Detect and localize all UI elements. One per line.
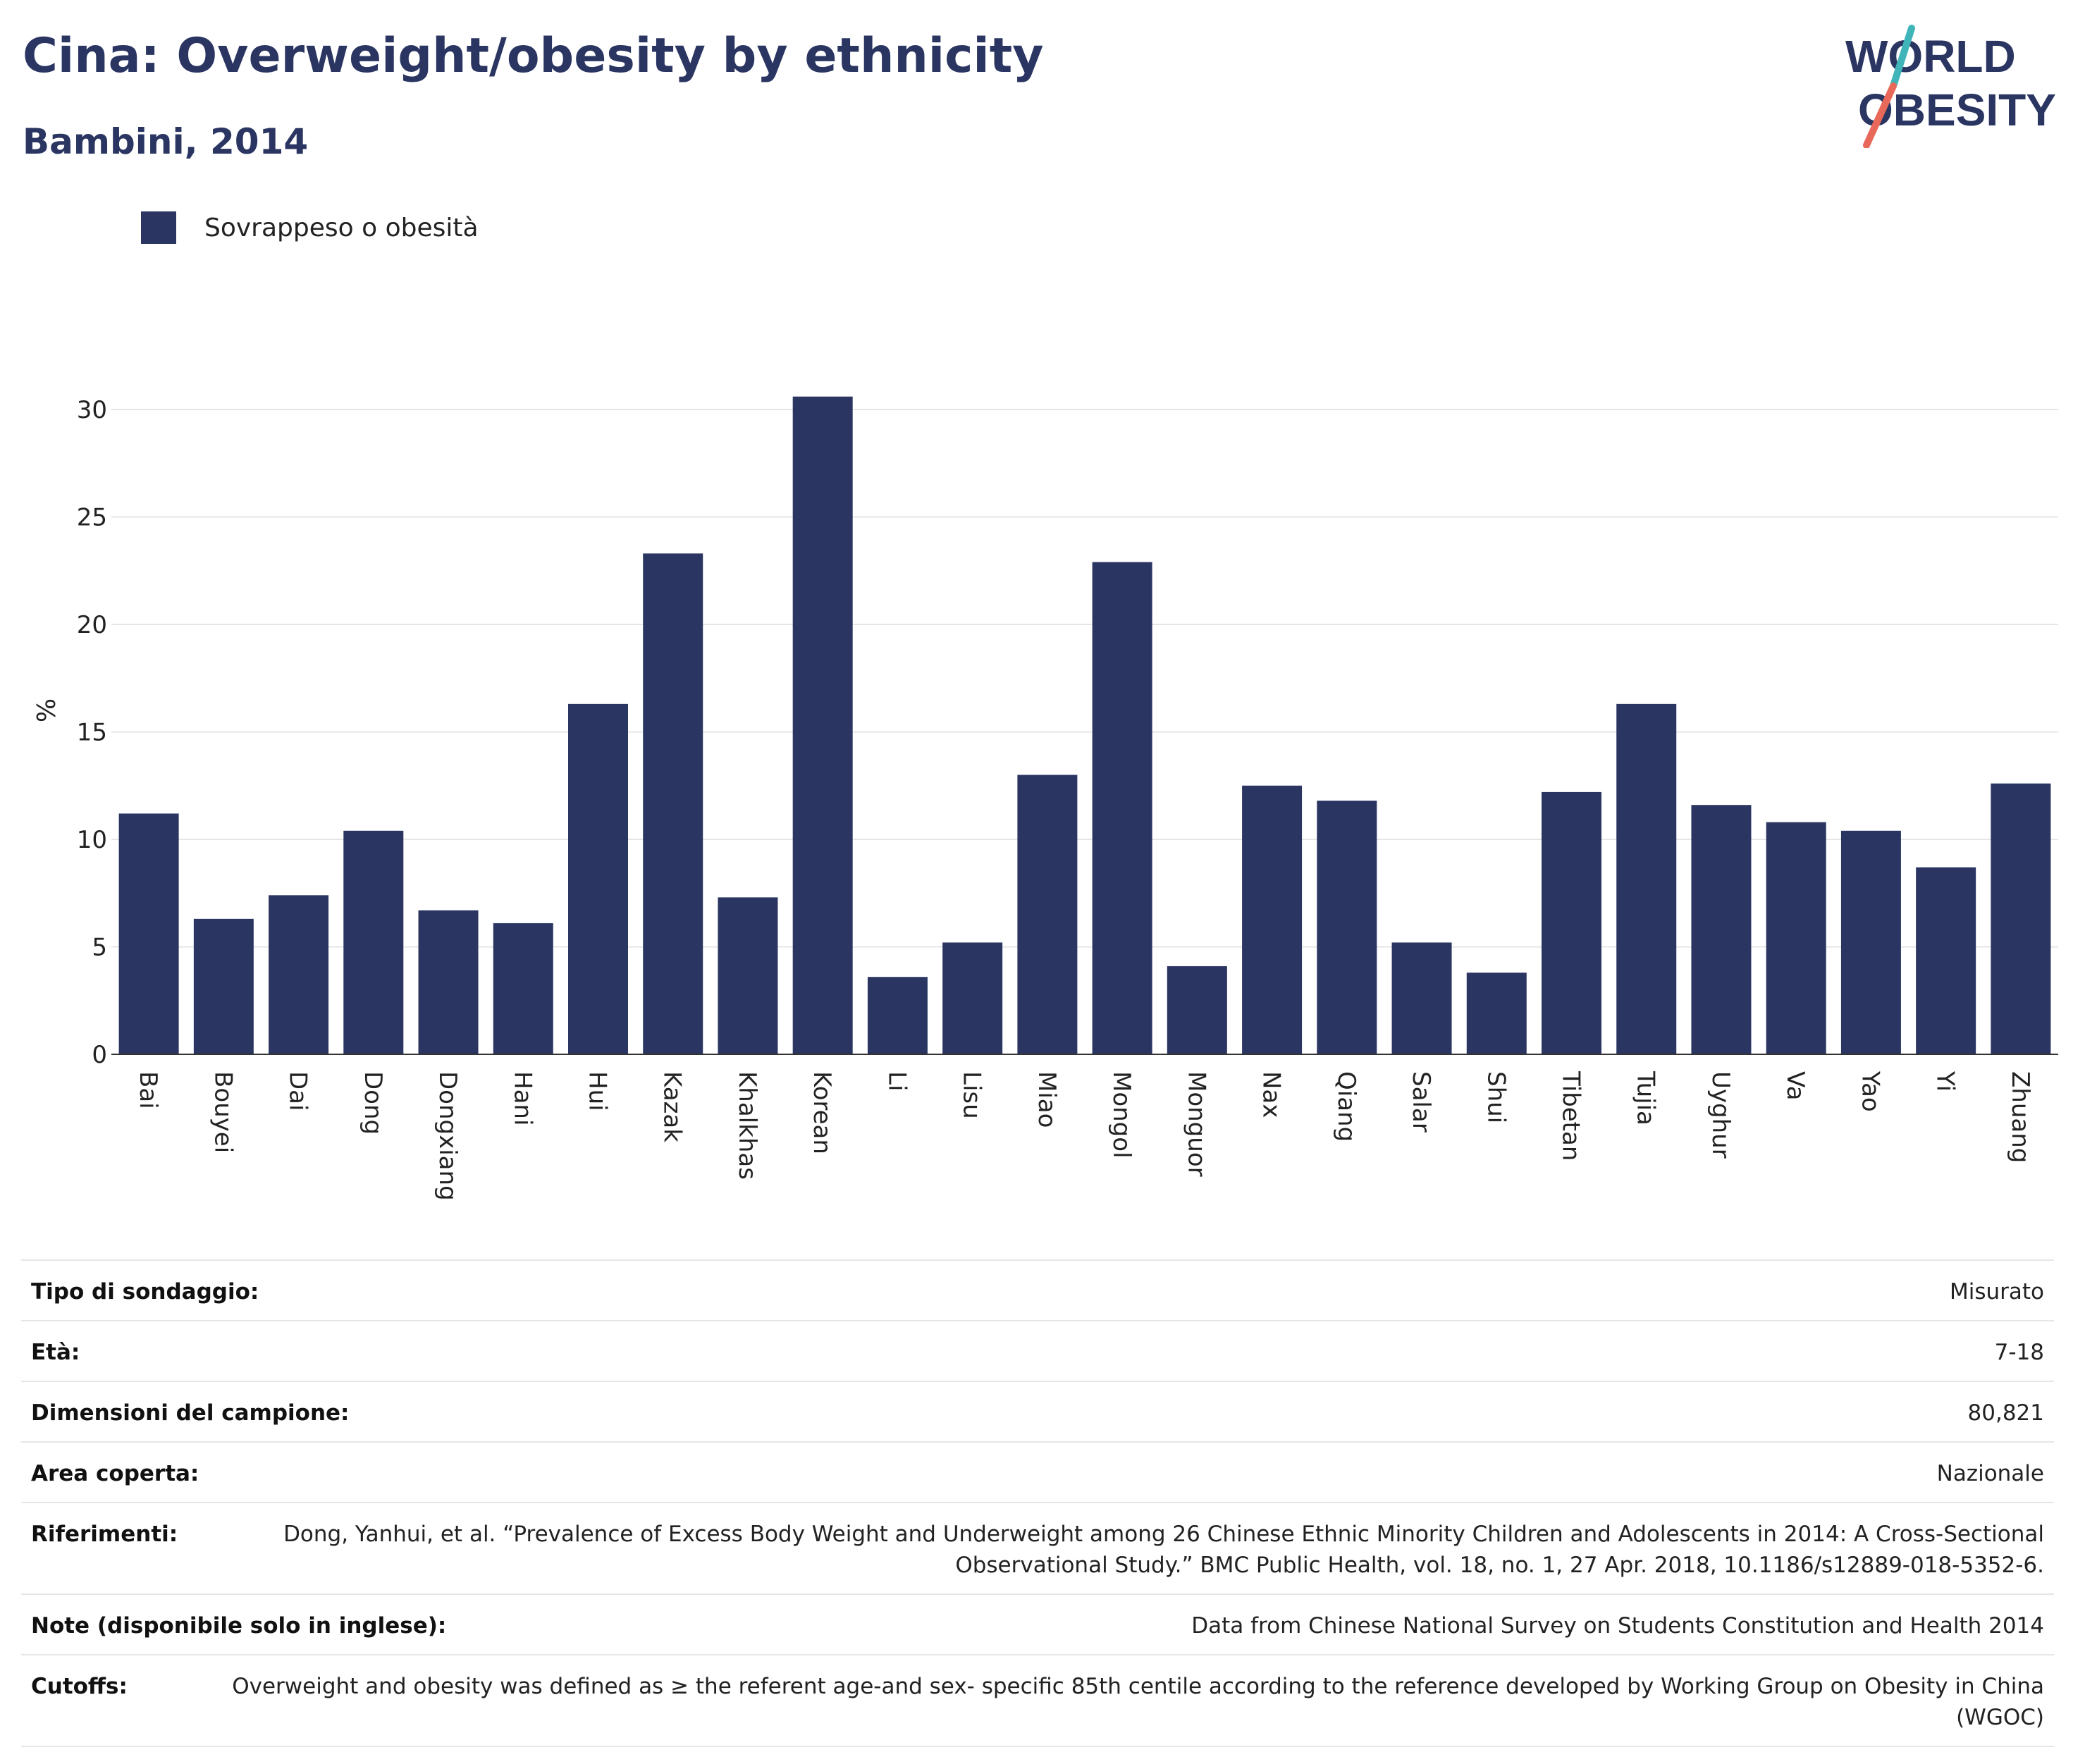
y-tick-label: 0: [92, 1041, 107, 1069]
x-tick-label-salar: Salar: [1407, 1071, 1435, 1133]
info-key: Tipo di sondaggio:: [31, 1279, 259, 1305]
x-tick-label-li: Li: [882, 1071, 911, 1091]
x-tick-label-tujia: Tujia: [1632, 1071, 1660, 1125]
bar-zhuang[interactable]: [1991, 783, 2051, 1054]
info-row: Età: 7-18: [21, 1321, 2054, 1382]
bar-dai[interactable]: [269, 895, 329, 1054]
chart-title: Cina: Overweight/obesity by ethnicity: [23, 28, 1044, 84]
info-key: Dimensioni del campione:: [31, 1400, 350, 1426]
y-tick-label: 10: [77, 826, 107, 854]
info-row: Tipo di sondaggio: Misurato: [21, 1261, 2054, 1321]
bar-yi[interactable]: [1916, 867, 1976, 1054]
bar-uyghur[interactable]: [1691, 805, 1752, 1054]
bar-li[interactable]: [867, 977, 928, 1054]
info-row: Area coperta: Nazionale: [21, 1443, 2054, 1503]
x-tick-label-dongxiang: Dongxiang: [433, 1071, 462, 1201]
bar-shui[interactable]: [1466, 973, 1527, 1054]
info-row: Cutoffs: Overweight and obesity was defin…: [21, 1655, 2054, 1747]
x-tick-label-khalkhas: Khalkhas: [733, 1071, 761, 1180]
bar-mongol[interactable]: [1092, 562, 1152, 1054]
bar-khalkhas[interactable]: [718, 897, 778, 1054]
x-tick-label-yao: Yao: [1856, 1071, 1884, 1112]
x-tick-label-dong: Dong: [359, 1071, 387, 1135]
info-value: Nazionale: [1936, 1461, 2044, 1486]
bar-tibetan[interactable]: [1542, 791, 1601, 1054]
y-tick-label: 30: [77, 396, 107, 424]
bar-kazak[interactable]: [643, 553, 703, 1054]
info-row: Dimensioni del campione: 80,821: [21, 1382, 2054, 1443]
info-key: Età:: [31, 1340, 80, 1365]
legend-swatch: [141, 211, 176, 244]
x-tick-label-yi: Yi: [1931, 1071, 1960, 1092]
logo-slash-bottom: [1863, 82, 1897, 148]
bar-nax[interactable]: [1242, 785, 1303, 1054]
x-tick-label-lisu: Lisu: [958, 1071, 986, 1119]
bar-monguor[interactable]: [1167, 966, 1227, 1054]
y-tick-label: 5: [92, 934, 107, 962]
y-axis-label: %: [30, 698, 59, 722]
info-row: Riferimenti: Dong, Yanhui, et al. “Preval…: [21, 1503, 2054, 1595]
bar-bouyei[interactable]: [193, 918, 254, 1054]
x-tick-label-tibetan: Tibetan: [1557, 1071, 1585, 1161]
x-tick-label-mongol: Mongol: [1107, 1071, 1136, 1159]
logo-slash-top: [1890, 25, 1915, 90]
logo-line1: WORLD: [1845, 31, 2016, 82]
info-key: Note (disponibile solo in inglese):: [31, 1613, 447, 1639]
info-value: Data from Chinese National Survey on Stu…: [1191, 1613, 2044, 1639]
x-tick-label-dai: Dai: [284, 1071, 312, 1111]
bar-tujia[interactable]: [1616, 703, 1677, 1054]
x-tick-label-shui: Shui: [1482, 1071, 1510, 1123]
y-tick-label: 15: [77, 719, 107, 747]
info-value: Misurato: [1949, 1279, 2044, 1305]
x-tick-label-bouyei: Bouyei: [209, 1071, 237, 1153]
info-table: Tipo di sondaggio: Misurato Età: 7-18 Dimens…: [21, 1259, 2054, 1747]
info-key: Cutoffs:: [31, 1674, 128, 1699]
info-value: Overweight and obesity was defined as ≥ …: [232, 1674, 2044, 1730]
bar-qiang[interactable]: [1317, 801, 1377, 1054]
x-tick-label-bai: Bai: [134, 1071, 162, 1109]
bar-lisu[interactable]: [942, 942, 1003, 1054]
bar-bai[interactable]: [118, 813, 179, 1054]
bar-korean[interactable]: [792, 396, 853, 1054]
y-tick-labels: 0 5 10 15 20 25 30: [77, 396, 107, 1069]
chart-subtitle: Bambini, 2014: [23, 121, 309, 162]
bar-salar[interactable]: [1391, 942, 1452, 1054]
bar-hani[interactable]: [493, 923, 553, 1054]
x-tick-label-korean: Korean: [808, 1071, 836, 1154]
bar-dong[interactable]: [343, 830, 404, 1054]
world-obesity-logo[interactable]: WORLD OBESITY: [1833, 21, 2065, 148]
legend-label: Sovrappeso o obesità: [204, 213, 479, 242]
x-tick-label-hui: Hui: [584, 1071, 612, 1111]
x-tick-label-hani: Hani: [508, 1071, 536, 1125]
x-tick-label-kazak: Kazak: [658, 1071, 687, 1142]
x-tick-label-monguor: Monguor: [1182, 1071, 1210, 1177]
info-key: Riferimenti:: [31, 1522, 178, 1547]
bar-yao[interactable]: [1840, 830, 1901, 1054]
x-tick-labels: Bai Bouyei Dai Dong Dongxiang Hani Hui Kazak Kha…: [134, 1071, 2034, 1201]
info-value: 80,821: [1967, 1400, 2044, 1426]
y-tick-label: 25: [77, 504, 107, 532]
y-tick-label: 20: [77, 611, 107, 639]
x-tick-label-nax: Nax: [1257, 1071, 1286, 1118]
info-row: Note (disponibile solo in inglese): Data …: [21, 1595, 2054, 1655]
x-tick-label-miao: Miao: [1033, 1071, 1061, 1128]
bar-hui[interactable]: [568, 703, 628, 1054]
bar-dongxiang[interactable]: [418, 910, 479, 1054]
x-tick-label-uyghur: Uyghur: [1706, 1071, 1735, 1159]
x-tick-label-va: Va: [1781, 1071, 1809, 1100]
info-value: 7-18: [1994, 1340, 2044, 1365]
info-value: Dong, Yanhui, et al. “Prevalence of Exce…: [283, 1522, 2044, 1578]
bars: [118, 396, 2051, 1055]
bar-chart: 0 5 10 15 20 25 30 Bai Bouyei Dai Dong Dongxiang Ha…: [30, 396, 2058, 1201]
legend[interactable]: Sovrappeso o obesità: [141, 210, 479, 245]
x-tick-label-qiang: Qiang: [1332, 1071, 1360, 1142]
bar-miao[interactable]: [1017, 775, 1078, 1055]
x-tick-label-zhuang: Zhuang: [2006, 1071, 2034, 1163]
bar-va[interactable]: [1766, 822, 1826, 1054]
info-key: Area coperta:: [31, 1461, 199, 1486]
